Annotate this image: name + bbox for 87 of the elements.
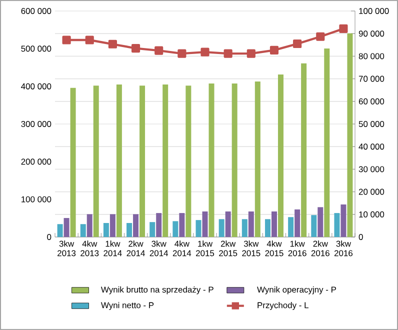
bar	[126, 222, 132, 237]
point	[62, 36, 71, 44]
point	[178, 49, 186, 58]
bar	[140, 86, 146, 237]
bar	[86, 214, 92, 237]
bar	[301, 63, 307, 237]
bar	[133, 214, 139, 237]
x-tick-label: 4kw 2014	[172, 240, 192, 256]
bar	[208, 84, 214, 237]
bar	[57, 224, 63, 237]
bar	[271, 211, 277, 237]
y-tick-label: 100 000	[22, 196, 52, 202]
point	[293, 39, 302, 48]
y2-tick-label: 30 000	[358, 166, 384, 172]
point	[316, 32, 325, 41]
bar	[278, 74, 284, 237]
y-tick-label: 600 000	[21, 8, 52, 14]
x-tick-label: 3kw 2013	[58, 240, 76, 256]
y-tick-label: 500 000	[21, 46, 52, 52]
bar	[186, 86, 192, 237]
x-tick-label: 4kw 2015	[265, 240, 284, 256]
point	[246, 49, 256, 58]
x-tick-label: 2kw 2015	[219, 240, 238, 256]
bar	[103, 222, 109, 237]
bar	[242, 219, 248, 237]
bar	[254, 82, 260, 237]
bar	[225, 211, 231, 237]
x-tick-label: 3kw 2015	[242, 240, 260, 256]
y2-tick-label: 90 000	[358, 30, 384, 37]
bar	[196, 220, 202, 237]
point	[108, 40, 117, 48]
y2-tick-label: 50 000	[358, 121, 384, 127]
x-tick-label: 3kw 2014	[150, 240, 168, 256]
bar	[248, 211, 254, 237]
y2-tick-label: 60 000	[358, 98, 384, 104]
bar	[288, 217, 294, 237]
bar	[324, 48, 330, 237]
y-tick-label: 200 000	[21, 158, 52, 165]
bar	[64, 218, 70, 237]
y2-tick-label: 80 000	[358, 53, 384, 60]
bar	[294, 209, 300, 237]
point	[85, 36, 94, 44]
y-tick-label: 0	[47, 234, 52, 240]
y-tick-label: 400 000	[21, 83, 52, 90]
y-tick-label: 300 000	[21, 121, 52, 127]
bar	[340, 204, 346, 237]
bar	[93, 86, 99, 237]
point	[131, 44, 140, 53]
bar	[202, 211, 208, 237]
bar	[172, 221, 178, 237]
y2-tick-label: 100 000	[359, 8, 389, 14]
bar	[150, 222, 156, 237]
point	[224, 49, 232, 58]
x-tick-label: 1kw 2016	[288, 240, 306, 256]
legend-label: Przychody - L	[258, 302, 308, 310]
bar	[116, 84, 122, 237]
y2-tick-label: 70 000	[358, 76, 384, 82]
bar	[80, 224, 86, 237]
legend-label: Wynik brutto na sprzedaży - P	[100, 286, 214, 294]
bar	[218, 219, 224, 237]
point	[270, 46, 279, 54]
y2-tick-label: 40 000	[358, 144, 384, 150]
bar	[162, 84, 168, 237]
point	[339, 24, 348, 33]
y2-tick-label: 10 000	[359, 211, 384, 218]
point	[200, 48, 210, 56]
x-tick-label: 2kw 2014	[126, 240, 145, 256]
bar	[156, 213, 162, 237]
x-tick-label: 2kw 2016	[311, 240, 330, 256]
point	[154, 46, 164, 55]
bar	[347, 33, 353, 237]
bar	[311, 215, 317, 237]
x-tick-label: 1kw 2014	[104, 240, 122, 256]
legend-label: Wynik operacyjny - P	[257, 286, 336, 294]
bar	[70, 88, 76, 237]
y2-tick-label: 0	[358, 234, 363, 240]
bar	[318, 207, 324, 237]
legend-label: Wyni netto - P	[100, 302, 154, 310]
x-tick-label: 1kw 2015	[196, 240, 214, 256]
bar	[179, 213, 185, 237]
bar	[232, 84, 238, 237]
y2-tick-label: 20 000	[358, 188, 384, 195]
bar	[264, 219, 270, 237]
x-tick-label: 4kw 2013	[80, 240, 99, 256]
bar	[110, 214, 116, 237]
bar	[334, 213, 340, 237]
x-tick-label: 3kw 2016	[334, 240, 353, 256]
